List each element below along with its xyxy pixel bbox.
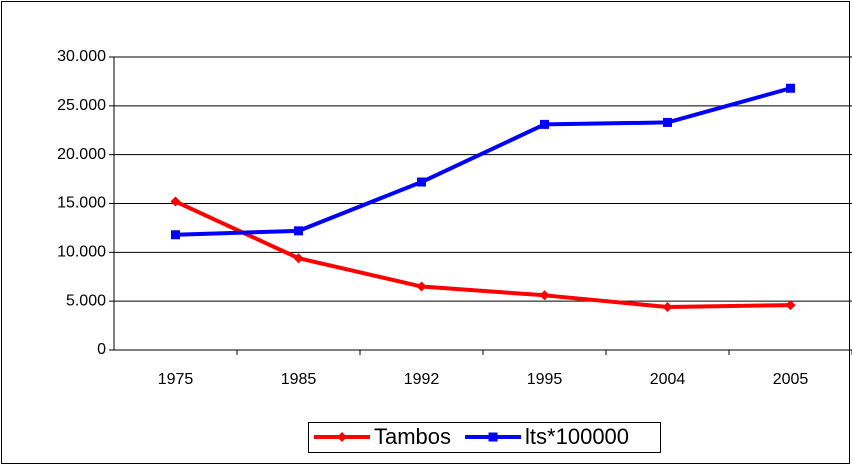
- y-tick-label: 0: [97, 341, 106, 358]
- marker: [417, 177, 426, 187]
- y-tick-label: 5.000: [66, 292, 106, 309]
- x-tick-label: 2004: [650, 371, 686, 388]
- marker: [663, 117, 672, 127]
- marker: [662, 302, 673, 313]
- marker: [293, 253, 304, 264]
- series-line: [175, 86, 792, 237]
- x-tick-label: 1975: [158, 371, 194, 388]
- marker: [786, 83, 795, 93]
- legend-label: lts*100000: [525, 424, 629, 449]
- marker: [171, 230, 180, 240]
- marker: [540, 119, 549, 129]
- marker: [488, 432, 498, 442]
- y-tick-label: 15.000: [57, 195, 106, 212]
- marker: [785, 300, 796, 311]
- marker: [539, 290, 550, 301]
- x-tick-label: 1995: [527, 371, 563, 388]
- x-tick-label: 1985: [281, 371, 317, 388]
- legend-label: Tambos: [374, 424, 451, 449]
- marker: [294, 226, 303, 236]
- x-tick-label: 1992: [404, 371, 440, 388]
- marker: [416, 281, 427, 292]
- marker: [170, 196, 181, 207]
- x-tick-label: 2005: [773, 371, 809, 388]
- y-tick-label: 20.000: [57, 146, 106, 163]
- y-tick-label: 10.000: [57, 244, 106, 261]
- y-tick-label: 30.000: [57, 48, 106, 65]
- y-tick-label: 25.000: [57, 97, 106, 114]
- marker: [337, 432, 347, 442]
- series-line: [174, 199, 791, 310]
